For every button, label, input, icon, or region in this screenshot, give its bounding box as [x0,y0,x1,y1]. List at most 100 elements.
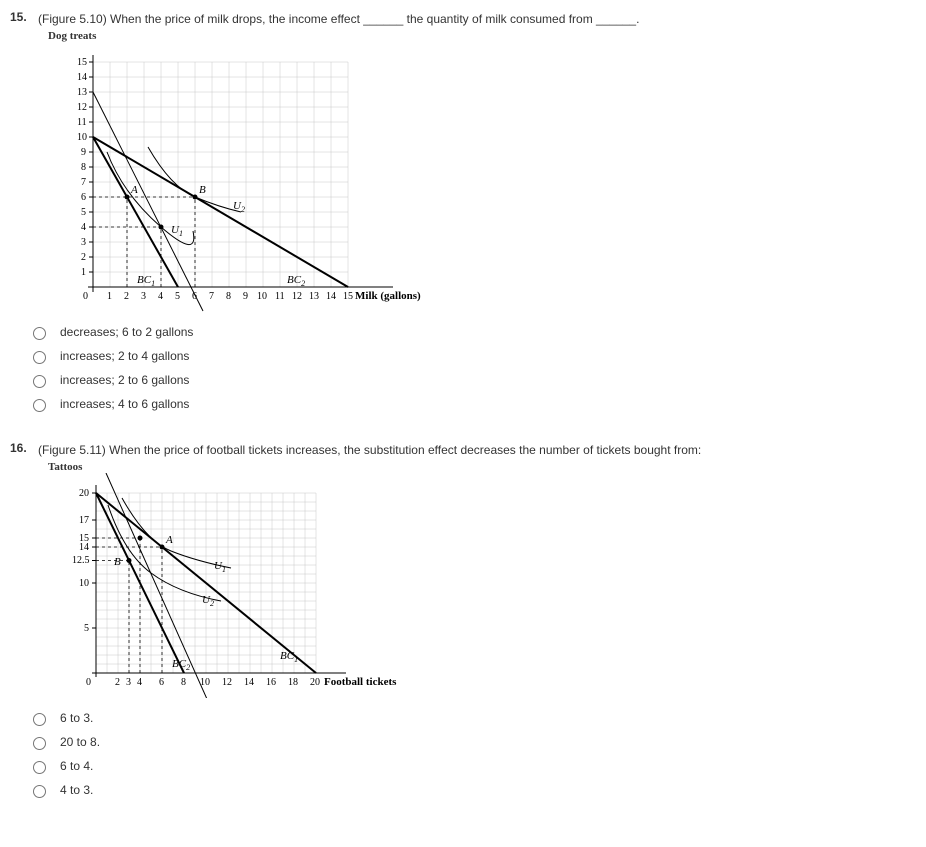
option-row[interactable]: 6 to 4. [28,754,916,778]
radio-input[interactable] [33,375,46,388]
chart-q16: Tattoos 0 2 3 4 6 [48,461,916,698]
svg-text:4: 4 [137,677,142,688]
svg-text:18: 18 [288,677,298,688]
options-q15: decreases; 6 to 2 gallons increases; 2 t… [28,320,916,416]
svg-text:15: 15 [343,291,353,302]
svg-text:6: 6 [81,192,86,203]
option-label: 6 to 3. [60,711,93,725]
options-q16: 6 to 3. 20 to 8. 6 to 4. 4 to 3. [28,706,916,802]
label-A: A [130,184,138,196]
svg-text:1: 1 [81,267,86,278]
svg-text:3: 3 [81,237,86,248]
question-text: (Figure 5.11) When the price of football… [38,441,701,459]
option-label: decreases; 6 to 2 gallons [60,325,193,339]
svg-text:7: 7 [209,291,214,302]
radio-input[interactable] [33,351,46,364]
svg-text:3: 3 [126,677,131,688]
label-BC1: BC1 [280,650,298,664]
label-U1: U1 [214,560,226,574]
label-A: A [165,534,173,546]
svg-text:10: 10 [77,132,87,143]
radio-input[interactable] [33,737,46,750]
svg-text:2: 2 [124,291,129,302]
svg-text:20: 20 [310,677,320,688]
u2-curve [148,147,241,212]
svg-text:10: 10 [257,291,267,302]
label-BC2: BC2 [172,658,190,672]
y-ticks: 5 10 12.5 14 15 17 20 [72,488,96,634]
svg-text:9: 9 [81,147,86,158]
radio-input[interactable] [33,399,46,412]
svg-text:8: 8 [226,291,231,302]
x-ticks: 0 2 3 4 6 8 10 12 14 16 18 20 [86,677,320,688]
option-label: 4 to 3. [60,783,93,797]
radio-input[interactable] [33,713,46,726]
x-ticks: 0 1 2 3 4 5 6 7 8 9 10 11 12 13 14 15 [83,291,353,302]
svg-text:14: 14 [244,677,254,688]
svg-text:1: 1 [107,291,112,302]
svg-text:12: 12 [292,291,302,302]
question-15: 15. (Figure 5.10) When the price of milk… [10,10,916,416]
chart-svg: 0 2 3 4 6 8 10 12 14 16 18 20 5 10 [48,473,408,698]
option-row[interactable]: increases; 2 to 4 gallons [28,344,916,368]
svg-text:0: 0 [86,677,91,688]
svg-text:11: 11 [77,117,87,128]
radio-input[interactable] [33,761,46,774]
svg-text:5: 5 [81,207,86,218]
svg-text:13: 13 [77,87,87,98]
x-axis-label: Milk (gallons) [355,290,421,302]
svg-text:2: 2 [115,677,120,688]
svg-text:14: 14 [326,291,336,302]
svg-text:17: 17 [79,515,89,526]
svg-text:12.5: 12.5 [72,555,90,566]
label-B: B [114,556,121,568]
svg-text:12: 12 [77,102,87,113]
svg-text:11: 11 [275,291,285,302]
svg-text:7: 7 [81,177,86,188]
svg-text:3: 3 [141,291,146,302]
svg-text:0: 0 [83,291,88,302]
option-label: 6 to 4. [60,759,93,773]
option-label: 20 to 8. [60,735,100,749]
svg-text:14: 14 [77,72,87,83]
option-label: increases; 2 to 4 gallons [60,349,189,363]
option-row[interactable]: decreases; 6 to 2 gallons [28,320,916,344]
svg-text:5: 5 [84,623,89,634]
svg-text:13: 13 [309,291,319,302]
label-U2: U2 [202,594,214,608]
option-row[interactable]: 20 to 8. [28,730,916,754]
x-axis-label: Football tickets [324,676,397,688]
chart-svg: 0 1 2 3 4 5 6 7 8 9 10 11 12 13 14 15 [48,42,428,312]
y-axis-label: Dog treats [48,30,916,42]
svg-text:9: 9 [243,291,248,302]
question-text: (Figure 5.10) When the price of milk dro… [38,10,639,28]
svg-text:4: 4 [158,291,163,302]
svg-text:20: 20 [79,488,89,499]
y-ticks: 1 2 3 4 5 6 7 8 9 10 11 12 13 14 15 [77,57,93,278]
svg-text:8: 8 [181,677,186,688]
svg-text:5: 5 [175,291,180,302]
label-BC1: BC1 [137,274,155,288]
svg-text:15: 15 [79,533,89,544]
option-row[interactable]: 6 to 3. [28,706,916,730]
grid [93,62,348,287]
label-U1: U1 [171,224,183,238]
u1-curve [122,498,231,568]
svg-text:10: 10 [79,578,89,589]
option-label: increases; 4 to 6 gallons [60,397,189,411]
svg-text:8: 8 [81,162,86,173]
svg-text:2: 2 [81,252,86,263]
chart-q15: Dog treats [48,30,916,312]
svg-text:4: 4 [81,222,86,233]
option-row[interactable]: 4 to 3. [28,778,916,802]
question-16: 16. (Figure 5.11) When the price of foot… [10,441,916,802]
label-U2: U2 [233,200,245,214]
question-number: 15. [10,10,38,24]
option-row[interactable]: increases; 4 to 6 gallons [28,392,916,416]
svg-text:6: 6 [159,677,164,688]
option-label: increases; 2 to 6 gallons [60,373,189,387]
option-row[interactable]: increases; 2 to 6 gallons [28,368,916,392]
radio-input[interactable] [33,785,46,798]
radio-input[interactable] [33,327,46,340]
axes [92,485,346,677]
